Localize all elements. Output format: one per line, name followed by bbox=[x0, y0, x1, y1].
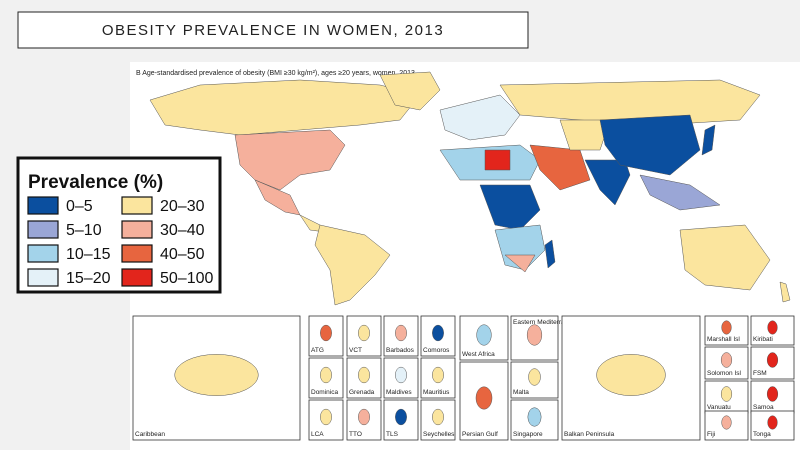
inset-shape bbox=[766, 386, 779, 402]
title: OBESITY PREVALENCE IN WOMEN, 2013 bbox=[102, 22, 444, 39]
inset-label: Eastern Mediterranean bbox=[513, 319, 580, 326]
inset-shape bbox=[432, 324, 444, 342]
canada bbox=[149, 79, 421, 136]
usa bbox=[234, 129, 346, 191]
inset-label: Grenada bbox=[349, 389, 375, 396]
legend-swatch bbox=[121, 196, 153, 215]
legend-label: 40–50 bbox=[160, 246, 205, 263]
inset-shape bbox=[395, 366, 407, 384]
inset-shape bbox=[767, 415, 778, 430]
inset-shape bbox=[767, 320, 778, 335]
inset-label: FSM bbox=[753, 370, 767, 377]
inset-label: Tonga bbox=[753, 431, 771, 438]
legend-swatch bbox=[27, 244, 59, 263]
inset-label: Dominica bbox=[311, 389, 338, 396]
southeast-asia bbox=[639, 174, 721, 211]
inset-label: VCT bbox=[349, 347, 362, 354]
south-america bbox=[314, 224, 391, 306]
central-africa bbox=[479, 184, 541, 231]
inset-label: Kiribati bbox=[753, 336, 773, 343]
libya bbox=[484, 149, 511, 171]
title-box bbox=[17, 11, 529, 49]
inset-label: Vanuatu bbox=[707, 404, 731, 411]
legend-swatch bbox=[27, 196, 59, 215]
inset-label: Solomon Isl bbox=[707, 370, 742, 377]
japan bbox=[701, 124, 716, 156]
legend-label: 5–10 bbox=[66, 222, 102, 239]
insets: Caribbean ATG VCT Barbados Comoros Dominica Gr… bbox=[132, 315, 795, 441]
mexico bbox=[254, 179, 301, 216]
inset-label: Malta bbox=[513, 389, 529, 396]
inset-shape bbox=[720, 352, 733, 368]
inset-shape bbox=[596, 354, 666, 396]
inset-shape bbox=[432, 366, 444, 384]
inset-label: Singapore bbox=[513, 431, 543, 438]
subtitle: B Age-standardised prevalence of obesity… bbox=[136, 70, 415, 77]
inset-label: West Africa bbox=[462, 351, 495, 358]
south-africa bbox=[504, 254, 536, 273]
inset-label: Persian Gulf bbox=[462, 431, 498, 438]
europe bbox=[439, 94, 521, 141]
inset-shape bbox=[395, 408, 407, 426]
inset-label: Maldives bbox=[386, 389, 412, 396]
greenland bbox=[379, 71, 441, 111]
inset-shape bbox=[475, 386, 493, 410]
inset-shape bbox=[174, 354, 259, 396]
inset-label: LCA bbox=[311, 431, 324, 438]
legend-title: Prevalence (%) bbox=[28, 172, 163, 193]
legend-label: 20–30 bbox=[160, 198, 205, 215]
legend-swatch bbox=[27, 220, 59, 239]
inset-shape bbox=[320, 324, 332, 342]
legend-label: 15–20 bbox=[66, 270, 111, 287]
legend-label: 10–15 bbox=[66, 246, 111, 263]
inset-shape bbox=[476, 324, 492, 346]
legend-swatch bbox=[121, 268, 153, 287]
inset-shape bbox=[527, 407, 542, 427]
inset-label: TTO bbox=[349, 431, 362, 438]
madagascar bbox=[544, 239, 556, 269]
inset-label: Seychelles bbox=[423, 431, 455, 438]
inset-label: Marshall Isl bbox=[707, 336, 740, 343]
legend-swatch bbox=[27, 268, 59, 287]
inset-label: Balkan Peninsula bbox=[564, 431, 615, 438]
new-zealand bbox=[779, 281, 791, 303]
legend-label: 30–40 bbox=[160, 222, 205, 239]
inset-label: ATG bbox=[311, 347, 324, 354]
inset-shape bbox=[721, 415, 732, 430]
inset-shape bbox=[358, 324, 370, 342]
inset-shape bbox=[526, 324, 543, 346]
inset-shape bbox=[358, 408, 370, 426]
legend-label: 0–5 bbox=[66, 198, 93, 215]
inset-shape bbox=[320, 366, 332, 384]
inset-frame bbox=[420, 357, 456, 399]
inset-shape bbox=[432, 408, 444, 426]
inset-shape bbox=[320, 408, 332, 426]
inset-label: Caribbean bbox=[135, 431, 165, 438]
inset-shape bbox=[721, 320, 732, 335]
inset-label: Mauritius bbox=[423, 389, 450, 396]
inset-label: Comoros bbox=[423, 347, 450, 354]
australia bbox=[679, 224, 771, 291]
inset-label: TLS bbox=[386, 431, 399, 438]
central-asia bbox=[559, 119, 611, 151]
inset-shape bbox=[358, 366, 370, 384]
china bbox=[599, 114, 701, 176]
legend-label: 50–100 bbox=[160, 270, 213, 287]
world-map bbox=[149, 71, 791, 306]
inset-label: Fiji bbox=[707, 431, 715, 438]
inset-label: Barbados bbox=[386, 347, 415, 354]
inset-shape bbox=[766, 352, 779, 368]
legend-swatch bbox=[121, 220, 153, 239]
russia bbox=[499, 79, 761, 126]
inset-shape bbox=[528, 368, 541, 386]
legend-swatch bbox=[121, 244, 153, 263]
inset-shape bbox=[395, 324, 407, 342]
inset-shape bbox=[720, 386, 733, 402]
legend: 0–5 5–10 10–15 15–20 20–30 30–40 40–50 50–100 bbox=[27, 196, 213, 287]
inset-label: Samoa bbox=[753, 404, 774, 411]
